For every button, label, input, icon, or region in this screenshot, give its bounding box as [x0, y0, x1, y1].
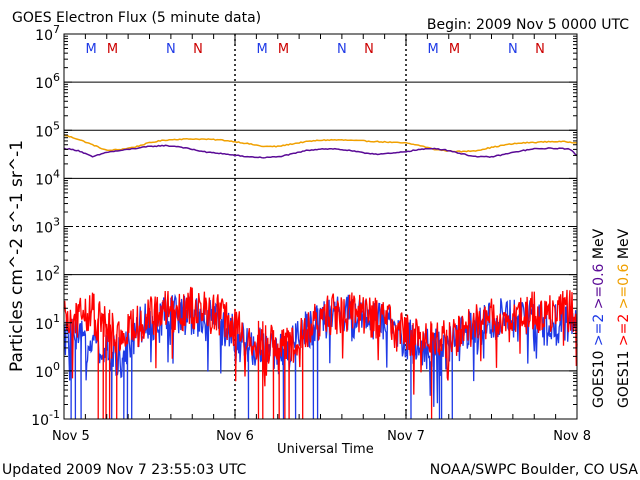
legend-goes11: GOES11 >=2 >=0.6 MeV	[616, 228, 632, 408]
eclipse-marker: M	[427, 42, 438, 57]
y-tick-label: 100	[35, 360, 60, 381]
y-tick-label: 106	[35, 71, 60, 92]
eclipse-marker: N	[364, 42, 374, 57]
y-tick-label: 102	[35, 264, 60, 285]
begin-date: Begin: 2009 Nov 5 0000 UTC	[426, 17, 629, 33]
y-tick-label: 107	[35, 23, 60, 44]
plot-frame	[63, 33, 578, 420]
eclipse-marker: M	[107, 42, 118, 57]
eclipse-marker: N	[166, 42, 176, 57]
series-goes10-0-6-mev	[63, 144, 578, 159]
eclipse-marker: N	[508, 42, 518, 57]
series-goes11-0-6-mev	[63, 134, 578, 153]
eclipse-marker: M	[449, 42, 460, 57]
chart-title: GOES Electron Flux (5 minute data)	[12, 10, 262, 26]
eclipse-marker: M	[278, 42, 289, 57]
eclipse-marker: N	[193, 42, 203, 57]
x-tick-label: Nov 5	[52, 429, 90, 444]
y-tick-label: 104	[35, 167, 60, 188]
y-tick-label: 103	[35, 216, 60, 237]
eclipse-marker: N	[337, 42, 347, 57]
x-tick-label: Nov 8	[553, 429, 591, 444]
eclipse-marker: M	[256, 42, 267, 57]
y-tick-label: 10-1	[31, 408, 60, 429]
series-goes11-2-mev	[63, 286, 578, 420]
x-tick-label: Nov 7	[387, 429, 425, 444]
updated-timestamp: Updated 2009 Nov 7 23:55:03 UTC	[2, 462, 247, 478]
eclipse-marker: N	[535, 42, 545, 57]
x-axis-label: Universal Time	[277, 442, 374, 457]
x-tick-label: Nov 6	[216, 429, 254, 444]
source-credit: NOAA/SWPC Boulder, CO USA	[429, 462, 638, 478]
legend-goes10: GOES10 >=2 >=0.6 MeV	[591, 228, 607, 408]
eclipse-marker: M	[85, 42, 96, 57]
y-tick-label: 101	[35, 312, 60, 333]
y-tick-label: 105	[35, 119, 60, 140]
